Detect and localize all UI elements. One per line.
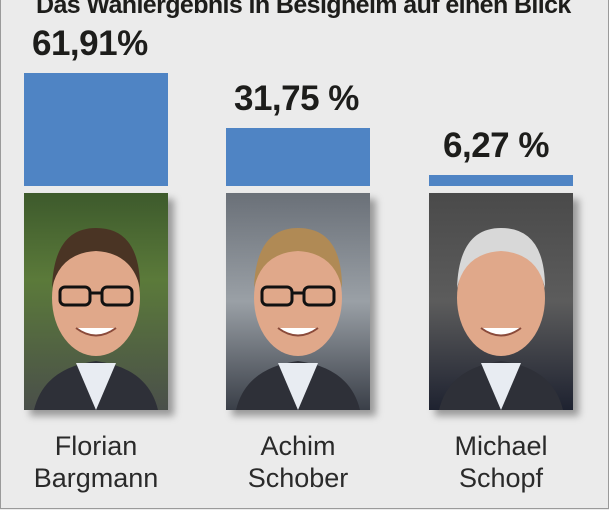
- candidate-name-2: Achim Schober: [208, 430, 388, 494]
- candidate-name-3: Michael Schopf: [411, 430, 591, 494]
- first-name: Achim: [260, 431, 336, 461]
- value-label-2: 31,75 %: [234, 79, 359, 119]
- bar-3: [429, 174, 573, 186]
- last-name: Schopf: [458, 463, 544, 493]
- last-name: Bargmann: [33, 463, 159, 493]
- first-name: Florian: [54, 431, 138, 461]
- bar-2: [226, 128, 370, 186]
- bar-1: [24, 73, 168, 186]
- candidate-photo-2: [226, 193, 370, 410]
- portrait-icon: [236, 228, 360, 410]
- portrait-icon: [439, 228, 563, 410]
- chart-title: Das Wahlergebnis in Besigheim auf einen …: [36, 0, 571, 19]
- first-name: Michael: [454, 431, 548, 461]
- value-label-3: 6,27 %: [443, 125, 549, 165]
- candidate-photo-3: [429, 193, 573, 410]
- value-label-1: 61,91%: [32, 24, 148, 63]
- candidate-name-1: Florian Bargmann: [6, 430, 186, 494]
- portrait-icon: [34, 228, 158, 410]
- candidate-photo-1: [24, 193, 168, 410]
- last-name: Schober: [247, 463, 349, 493]
